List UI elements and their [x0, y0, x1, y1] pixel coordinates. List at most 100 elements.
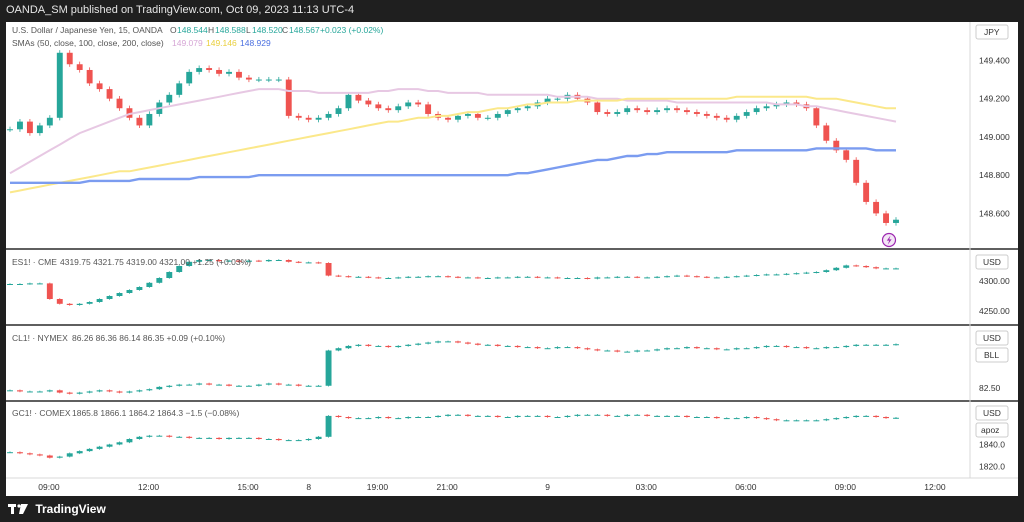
candle-body — [7, 284, 13, 285]
candle-body — [514, 415, 521, 417]
candle-body — [594, 414, 601, 416]
candle-body — [355, 276, 362, 278]
candle-body — [176, 436, 183, 438]
time-label: 12:00 — [924, 482, 946, 492]
candle-body — [484, 278, 491, 279]
tradingview-logo[interactable]: TradingView — [8, 502, 106, 516]
candle-body — [216, 384, 223, 386]
candle-body — [624, 351, 631, 353]
candle-body — [345, 345, 352, 349]
candle-body — [574, 347, 581, 349]
candle-body — [66, 392, 73, 394]
candle-body — [166, 94, 173, 103]
candle-body — [295, 115, 302, 118]
candle-body — [56, 390, 63, 393]
candle-body — [445, 341, 451, 343]
candle-body — [474, 415, 481, 417]
candle-body — [494, 113, 501, 118]
candle-body — [733, 418, 740, 420]
candle-body — [524, 415, 531, 417]
candle-body — [295, 261, 302, 263]
candle-body — [634, 276, 641, 278]
candle-body — [305, 262, 312, 264]
candle-body — [474, 343, 481, 345]
candle-body — [883, 213, 889, 223]
candle-body — [823, 419, 830, 421]
candle-body — [863, 266, 870, 268]
candle-body — [435, 341, 442, 343]
candle-body — [116, 442, 123, 445]
candle-body — [833, 418, 840, 420]
candle-body — [474, 113, 481, 118]
candle-body — [853, 159, 860, 183]
gc-unit-box[interactable] — [975, 422, 1009, 438]
sma50-value: 149.079 — [172, 38, 203, 48]
candle-body — [46, 455, 53, 458]
candle-body — [713, 417, 720, 419]
candle-body — [136, 436, 143, 439]
candle-body — [853, 265, 860, 267]
candle-body — [654, 415, 661, 417]
candle-body — [196, 260, 203, 262]
candle-body — [474, 277, 481, 279]
time-label: 09:00 — [835, 482, 857, 492]
gc-unit-label: apoz — [981, 425, 999, 435]
main-currency-box[interactable] — [975, 24, 1009, 40]
candle-body — [783, 420, 790, 422]
es-currency-box[interactable] — [975, 254, 1009, 270]
candle-body — [46, 390, 53, 392]
candle-body — [206, 260, 213, 261]
chart-canvas[interactable]: U.S. Dollar / Japanese Yen, 15, OANDA O … — [6, 22, 1018, 496]
candle-body — [96, 299, 103, 302]
candle-body — [823, 347, 830, 349]
candle-body — [534, 347, 541, 349]
candle-body — [584, 278, 591, 279]
candle-body — [634, 350, 641, 352]
candle-body — [614, 415, 621, 417]
candle-body — [793, 347, 800, 349]
candle-body — [564, 347, 571, 349]
lightning-icon[interactable] — [881, 232, 897, 248]
candle-body — [385, 108, 392, 111]
cl-ytick: 82.50 — [979, 383, 1001, 393]
candle-body — [226, 260, 232, 262]
candle-body — [415, 417, 422, 418]
candle-body — [196, 437, 203, 439]
candle-body — [584, 348, 591, 350]
candle-body — [873, 344, 880, 346]
candle-body — [813, 272, 820, 273]
candle-body — [843, 265, 850, 268]
candle-body — [604, 350, 611, 352]
es-currency-label: USD — [983, 257, 1001, 267]
ohlc-open-label: O — [170, 25, 177, 35]
candle-body — [683, 347, 690, 349]
candle-body — [464, 277, 471, 279]
sma50-line — [9, 88, 897, 175]
candle-body — [46, 117, 53, 126]
candle-body — [703, 276, 710, 278]
candle-body — [574, 278, 581, 279]
sma200-value: 148.929 — [240, 38, 271, 48]
candle-body — [76, 451, 83, 454]
candle-body — [405, 417, 412, 419]
gc-currency-box[interactable] — [975, 405, 1009, 421]
candle-body — [604, 414, 611, 416]
candle-body — [305, 117, 312, 120]
candle-body — [863, 344, 870, 346]
candle-body — [275, 439, 282, 441]
cl-unit-box[interactable] — [975, 347, 1009, 363]
candle-body — [96, 446, 103, 449]
candle-body — [763, 345, 770, 348]
candle-body — [803, 272, 810, 274]
candle-body — [305, 385, 312, 387]
cl-currency-box[interactable] — [975, 330, 1009, 346]
candle-body — [255, 437, 262, 439]
candle-body — [275, 383, 282, 385]
candle-body — [196, 68, 203, 72]
candle-body — [126, 290, 133, 293]
candle-body — [226, 71, 232, 74]
candle-body — [435, 276, 442, 278]
chart-area[interactable]: U.S. Dollar / Japanese Yen, 15, OANDA O … — [6, 22, 1018, 496]
candle-body — [514, 276, 521, 278]
es-ytick: 4250.00 — [979, 306, 1010, 316]
